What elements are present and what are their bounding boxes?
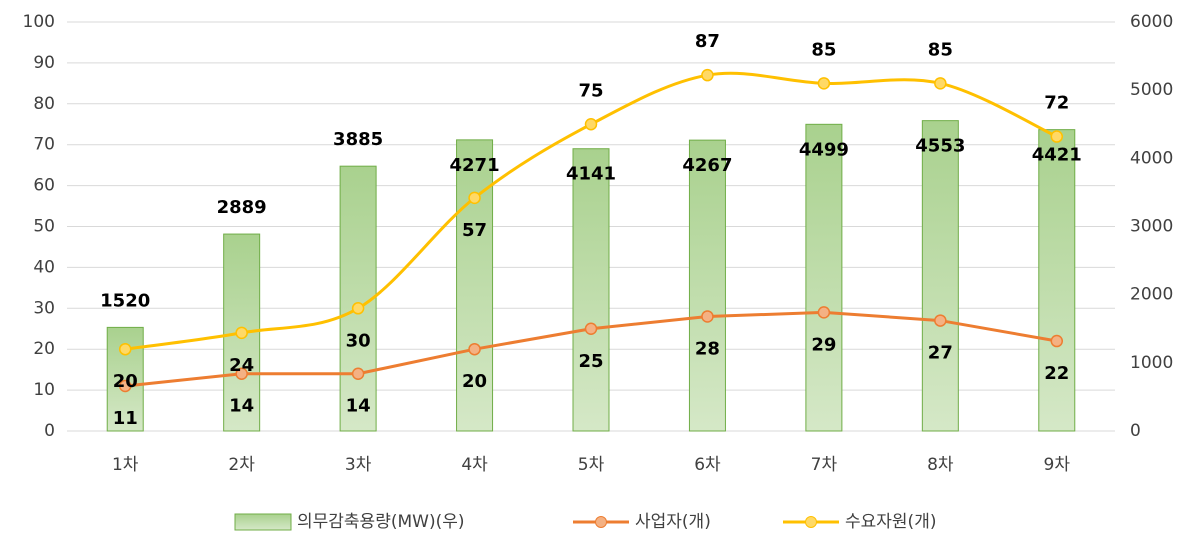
point (584, 322, 598, 335)
legend-swatch (805, 516, 817, 528)
y-tick-label: 90 (33, 53, 55, 73)
x-tick-label: 4차 (461, 455, 488, 475)
y2-tick-label: 4000 (1130, 148, 1173, 168)
x-tick-label: 3차 (345, 455, 372, 475)
bar (339, 165, 377, 432)
bar (921, 120, 959, 432)
value-label: 30 (346, 330, 371, 351)
x-tick-label: 1차 (112, 455, 139, 475)
value-label: 4271 (450, 155, 500, 176)
x-tick-label: 5차 (578, 455, 605, 475)
point (118, 342, 132, 356)
point (584, 118, 598, 131)
y2-tick-label: 6000 (1130, 12, 1173, 32)
value-label: 4267 (682, 155, 732, 176)
bar (688, 139, 726, 432)
legend-label: 수요자원(개) (845, 512, 936, 532)
value-label: 85 (811, 39, 836, 60)
y2-tick-label: 2000 (1130, 285, 1173, 305)
value-label: 4499 (799, 139, 849, 160)
point (351, 367, 365, 380)
value-label: 1520 (100, 290, 150, 311)
value-label: 3885 (333, 129, 383, 150)
point (701, 310, 714, 323)
legend-swatch (595, 516, 607, 528)
value-label: 29 (811, 334, 836, 355)
x-tick-label: 6차 (694, 455, 721, 475)
x-tick-label: 7차 (811, 455, 838, 475)
y-tick-label: 50 (33, 217, 55, 237)
value-label: 11 (113, 408, 138, 429)
legend-label: 사업자(개) (635, 512, 711, 532)
y-tick-label: 60 (33, 176, 55, 196)
value-label: 14 (346, 396, 371, 417)
y2-tick-label: 0 (1130, 421, 1141, 441)
value-label: 22 (1044, 363, 1069, 384)
point (351, 302, 365, 315)
value-label: 2889 (217, 197, 267, 218)
value-label: 4141 (566, 164, 616, 185)
value-label: 85 (928, 39, 953, 60)
point (817, 306, 831, 319)
point (817, 77, 831, 90)
point (468, 342, 481, 356)
value-label: 24 (229, 355, 254, 376)
x-tick-label: 2차 (228, 455, 255, 475)
value-label: 14 (229, 396, 254, 417)
y-tick-label: 40 (33, 257, 55, 277)
y-tick-label: 20 (33, 339, 55, 359)
point (934, 77, 947, 90)
bar (805, 123, 843, 432)
value-label: 27 (928, 343, 953, 364)
value-label: 20 (113, 371, 138, 392)
y-tick-label: 10 (33, 380, 55, 400)
x-tick-label: 9차 (1044, 455, 1071, 475)
y-tick-label: 100 (23, 12, 55, 32)
value-label: 4553 (915, 136, 965, 157)
point (934, 314, 947, 327)
legend: 의무감축용량(MW)(우) 사업자(개) 수요자원(개) (234, 512, 936, 532)
y2-tick-label: 5000 (1130, 80, 1173, 100)
value-label: 87 (695, 31, 720, 52)
legend-label: 의무감축용량(MW)(우) (297, 512, 465, 532)
y-tick-label: 80 (33, 94, 55, 114)
bar (572, 148, 610, 432)
x-tick-label: 8차 (927, 455, 954, 475)
y-tick-label: 70 (33, 135, 55, 155)
point (118, 379, 132, 393)
point (235, 367, 248, 380)
value-label: 4421 (1032, 145, 1082, 166)
y2-tick-label: 1000 (1130, 353, 1173, 373)
value-label: 28 (695, 338, 720, 359)
point (468, 191, 481, 205)
y-tick-label: 30 (33, 298, 55, 318)
value-label: 25 (578, 351, 603, 372)
point (235, 326, 248, 340)
value-label: 75 (578, 80, 603, 101)
point (1050, 130, 1064, 143)
value-label: 20 (462, 371, 487, 392)
y2-tick-label: 3000 (1130, 217, 1173, 237)
value-label: 72 (1044, 93, 1069, 114)
point (1050, 334, 1064, 348)
bar (1038, 129, 1076, 432)
value-label: 57 (462, 220, 487, 241)
legend-swatch (234, 513, 292, 531)
point (701, 68, 714, 82)
y-tick-label: 0 (44, 421, 55, 441)
